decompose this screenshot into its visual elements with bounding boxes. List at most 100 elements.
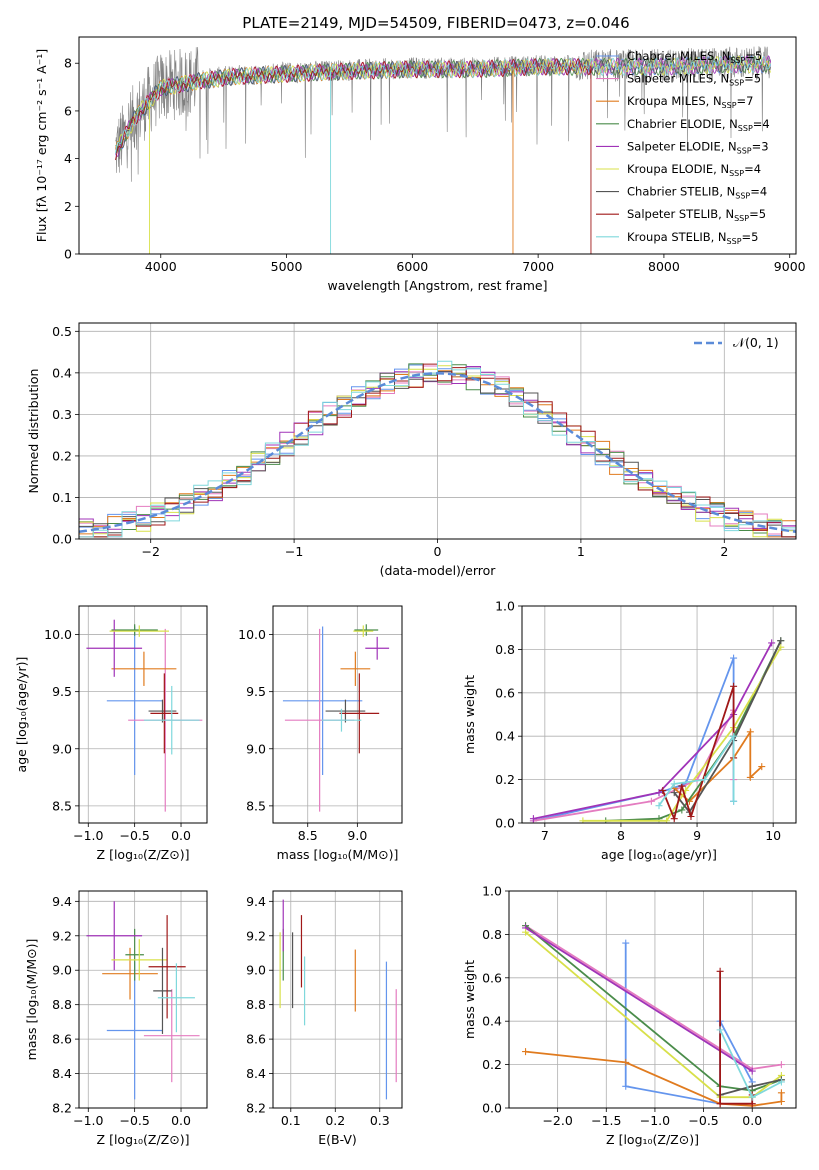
y-tick-label: 0.0	[482, 1101, 502, 1116]
weight-marker	[716, 1100, 724, 1108]
weight-marker	[777, 1089, 785, 1097]
errorbar-point	[109, 625, 169, 637]
y-tick-label: 9.0	[246, 963, 266, 978]
weight-series	[655, 732, 738, 810]
weight-marker	[701, 776, 709, 784]
y-tick-label: 9.0	[52, 741, 72, 756]
errorbar-point	[153, 947, 172, 1034]
y-tick-label: 0.8	[495, 642, 515, 657]
legend-label: Kroupa STELIB, NSSP=5	[627, 230, 758, 246]
residual-histogram	[79, 360, 796, 539]
model-spectrum	[115, 56, 771, 154]
y-tick-label: 8.2	[52, 1101, 72, 1116]
errorbar-point	[111, 651, 177, 686]
weight-marker	[716, 1026, 724, 1034]
weight-marker	[622, 939, 630, 947]
y-tick-label: 8.4	[52, 1066, 72, 1081]
x-tick-label: 9	[693, 828, 701, 843]
x-tick-label: −1.0	[73, 1113, 103, 1128]
observed-spectrum	[115, 46, 771, 182]
y-tick-label: 0.6	[495, 685, 515, 700]
errorbar-point	[150, 673, 179, 754]
weight-series	[716, 1026, 785, 1101]
errorbars	[86, 619, 203, 812]
weight-marker	[768, 639, 776, 647]
weight-marker	[777, 1061, 785, 1069]
weight-marker	[730, 654, 738, 662]
weight-marker	[678, 806, 686, 814]
y-tick-label: 0.3	[52, 407, 72, 422]
x-tick-label: 0.0	[171, 828, 191, 843]
x-tick-label: −1.0	[73, 828, 103, 843]
weight-line	[524, 925, 782, 1092]
weight-marker	[730, 797, 738, 805]
x-tick-label: 10	[765, 828, 781, 843]
weight-series	[659, 682, 738, 823]
y-axis-label: Normed distribution	[26, 369, 41, 494]
weight-marker	[655, 802, 663, 810]
x-axis-label: age [log₁₀(age/yr)]	[601, 847, 717, 862]
errorbar-point	[282, 626, 363, 776]
x-axis-label: (data-model)/error	[380, 563, 497, 578]
y-tick-label: 9.0	[52, 963, 72, 978]
axes-frame	[272, 890, 403, 1109]
y-tick-label: 0.6	[482, 970, 502, 985]
errorbar-point	[125, 928, 144, 981]
mass-vs-reddening-panel: 0.1 0.2 0.3 8.2 8.4 8.6 8.8 9.0 9.2 9.4 E(B-V)	[246, 890, 403, 1147]
weight-lines	[529, 637, 785, 823]
y-tick-label: 10.0	[44, 627, 72, 642]
x-tick-label: 8.5	[298, 828, 318, 843]
residual-histogram	[79, 363, 796, 539]
y-tick-label: 0.2	[495, 772, 515, 787]
y-tick-label: 9.5	[246, 684, 266, 699]
weight-line	[605, 640, 782, 822]
x-tick-label: 0.1	[281, 1113, 301, 1128]
histograms	[79, 360, 796, 539]
legend-label: 𝒩(0, 1)	[733, 335, 779, 350]
weight-series	[522, 1048, 785, 1108]
y-tick-label: 9.2	[246, 928, 266, 943]
age-vs-metallicity-panel: −1.0 −0.5 0.0 8.5 9.0 9.5 10.0 Z [log₁₀(Z/Z⊙)] a…	[14, 605, 208, 862]
weight-marker	[746, 773, 754, 781]
errorbar-point	[157, 963, 195, 1033]
errorbars	[279, 899, 397, 1100]
errorbars	[282, 624, 390, 812]
weight-marker	[663, 817, 671, 823]
weight-marker	[647, 797, 655, 805]
x-tick-label: 0.0	[742, 1113, 762, 1128]
x-tick-label: −2	[141, 544, 159, 559]
legend-label: Chabrier MILES, NSSP=5	[627, 49, 762, 65]
x-axis-label: E(B-V)	[318, 1132, 357, 1147]
axes-frame	[521, 605, 797, 824]
weight-marker	[716, 967, 724, 975]
weight-marker	[670, 780, 678, 788]
spectrum-lines	[115, 46, 771, 254]
weight-marker	[748, 1100, 756, 1108]
weight-line	[673, 728, 763, 803]
y-tick-label: 8.8	[52, 997, 72, 1012]
legend-label: Salpeter STELIB, NSSP=5	[627, 207, 766, 223]
figure-title: PLATE=2149, MJD=54509, FIBERID=0473, z=0…	[242, 14, 629, 32]
y-tick-label: 9.4	[52, 894, 72, 909]
y-tick-label: 8.6	[52, 1032, 72, 1047]
weight-line	[525, 927, 753, 1072]
x-tick-label: 4000	[145, 259, 177, 274]
weight-marker	[746, 728, 754, 736]
y-tick-label: 1.0	[495, 599, 515, 614]
errorbar-point	[325, 699, 366, 723]
legend-label: Chabrier STELIB, NSSP=4	[627, 185, 767, 201]
weight-line	[673, 640, 782, 814]
y-tick-label: 0.4	[482, 1014, 502, 1029]
y-tick-label: 8.2	[246, 1101, 266, 1116]
spectrum-legend: Chabrier MILES, NSSP=5 Salpeter MILES, NS…	[596, 49, 770, 246]
weight-marker	[579, 817, 587, 823]
y-tick-label: 8.5	[246, 798, 266, 813]
mass-weight-vs-age-panel: 7 8 9 10 0.0 0.2 0.4 0.6 0.8 1.0 age [log₁₀(age/yr…	[462, 599, 797, 862]
y-tick-label: 0.8	[482, 927, 502, 942]
y-tick-label: 8.4	[246, 1066, 266, 1081]
errorbar-point	[102, 947, 158, 1000]
x-tick-label: −1	[285, 544, 303, 559]
x-tick-label: −1.0	[640, 1113, 670, 1128]
errorbar-point	[354, 624, 379, 636]
y-tick-label: 0.4	[495, 729, 515, 744]
